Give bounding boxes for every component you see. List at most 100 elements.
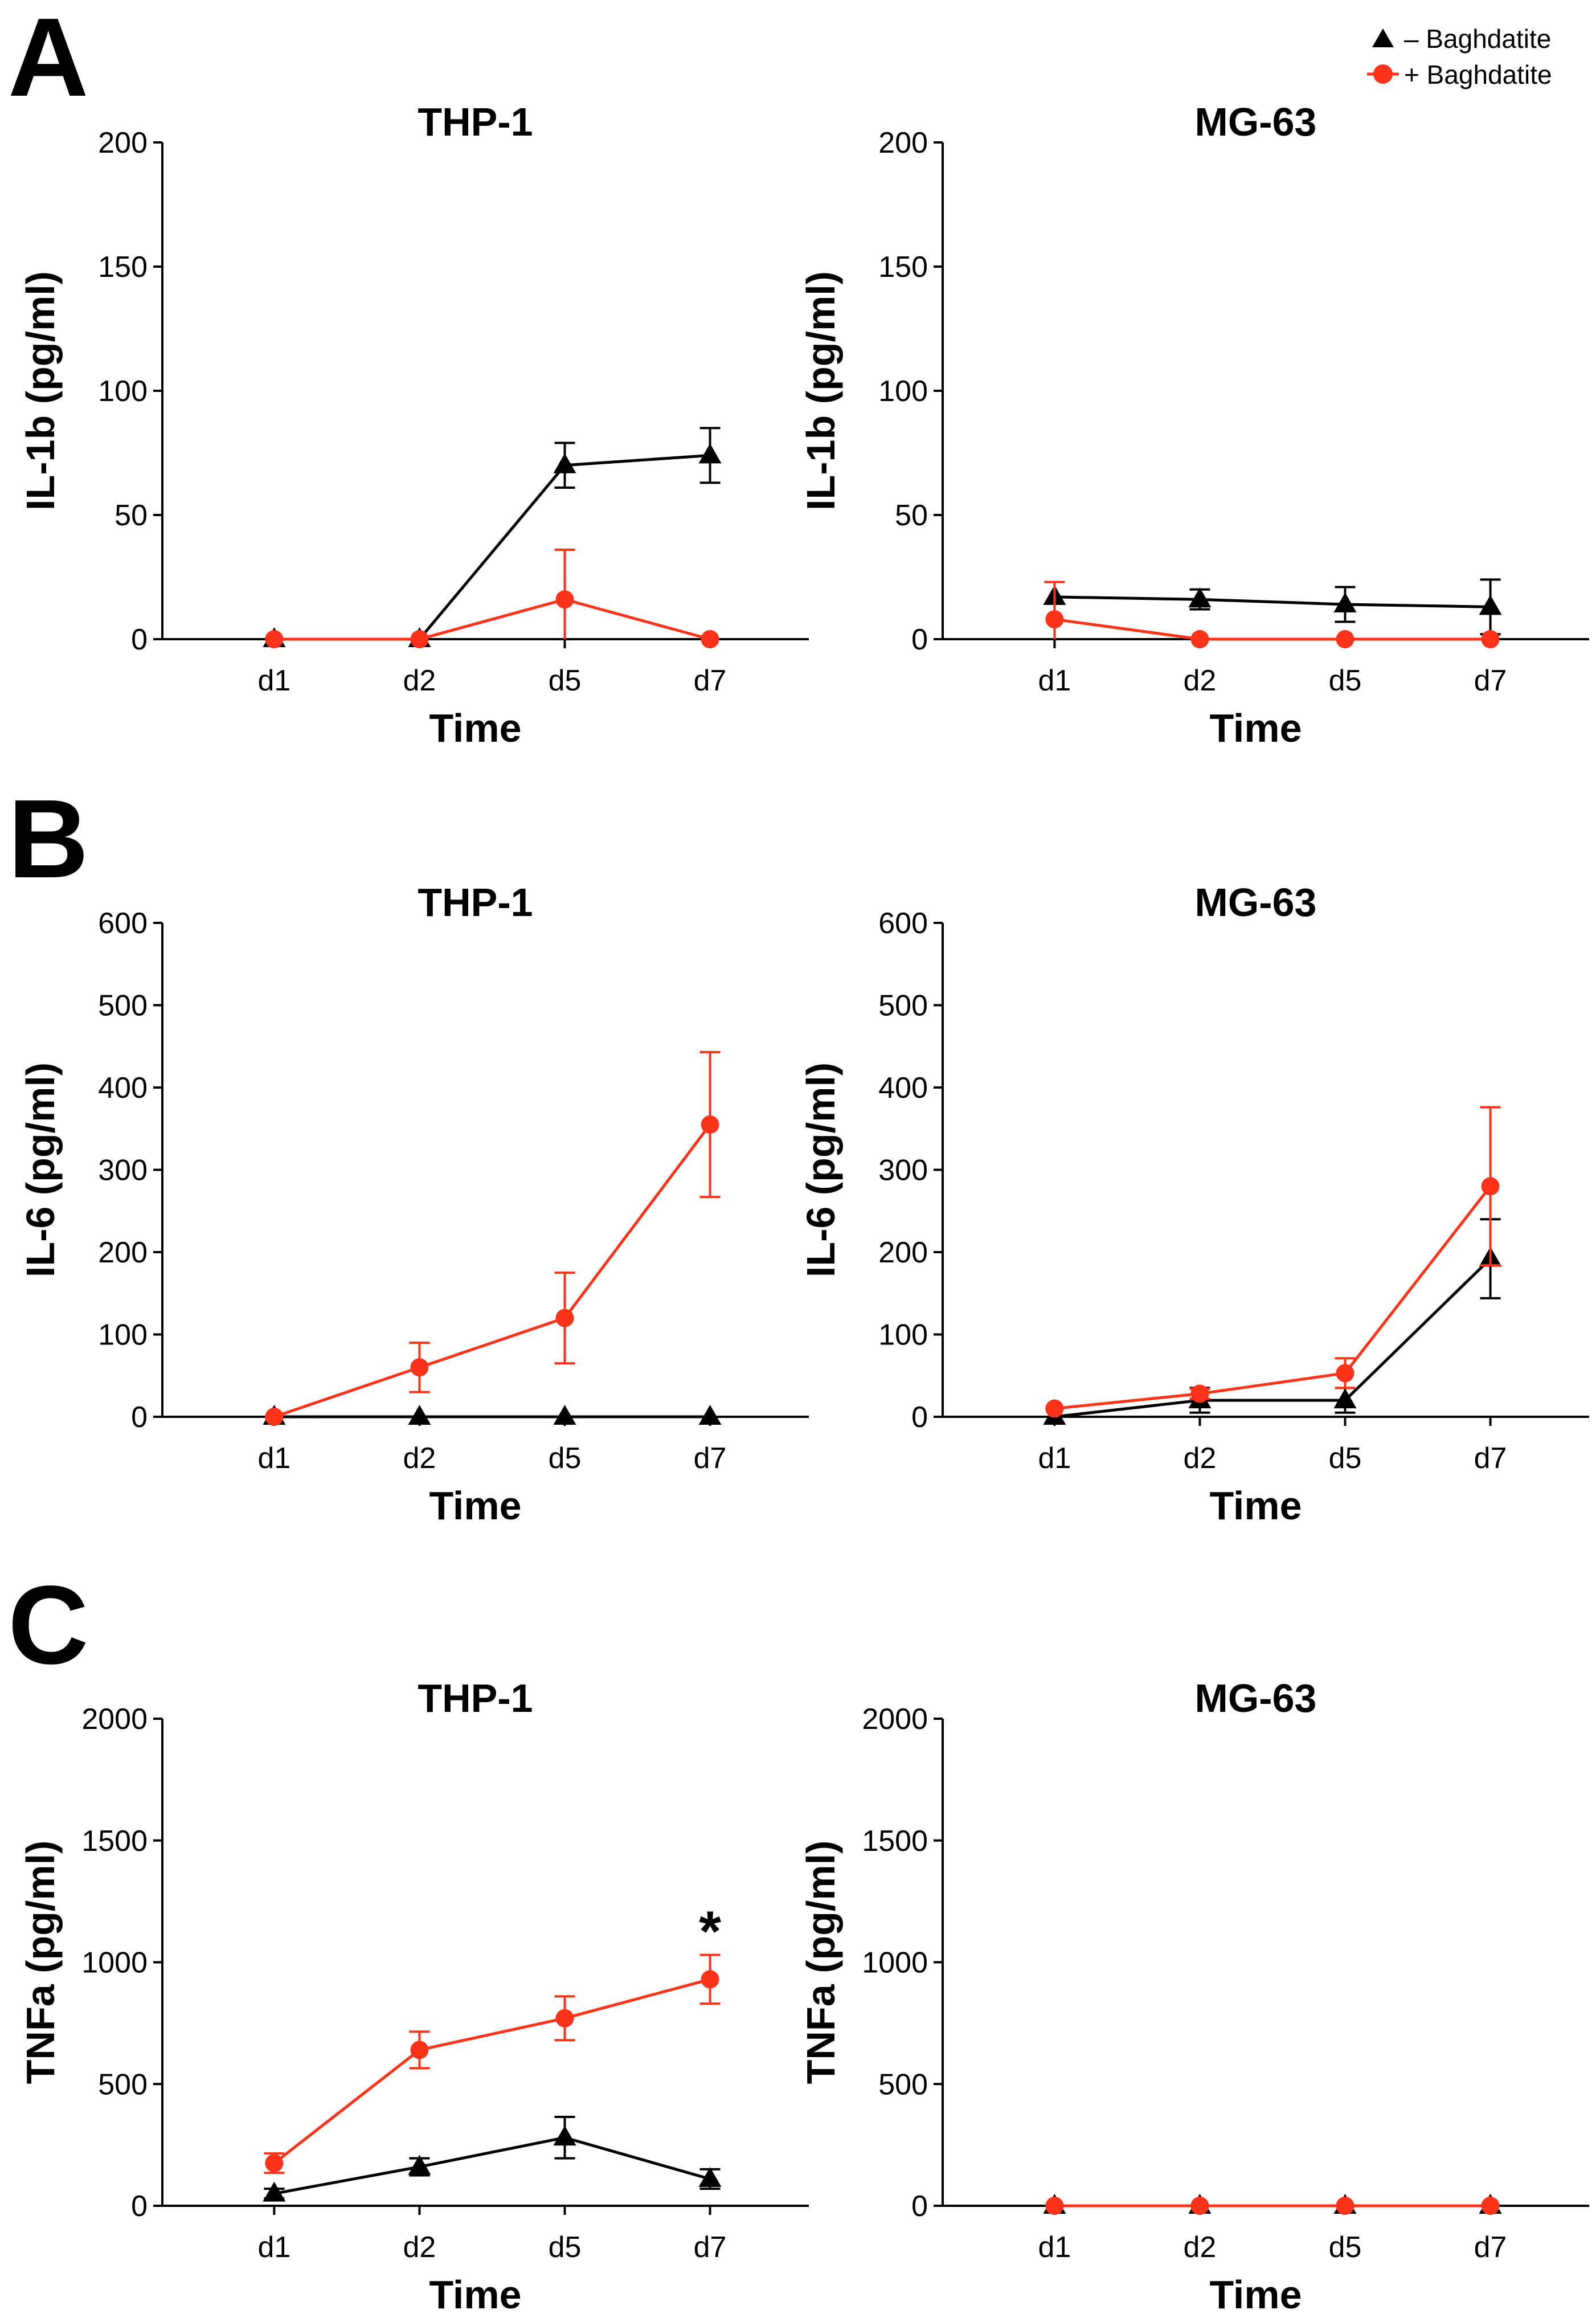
x-tick-label: d2 — [403, 664, 436, 697]
x-axis-title: Time — [1209, 1483, 1302, 1528]
y-tick-label: 150 — [878, 251, 928, 284]
series-line — [273, 2136, 711, 2196]
legend-entry-minus: – Baghdatite — [1404, 24, 1551, 54]
data-point — [265, 630, 284, 648]
data-point — [1481, 1177, 1500, 1196]
chart-6: MG-63 0 500 1000 1500 2000 d1 d2 d5 d7 Time TNFa (p… — [799, 1676, 1589, 2317]
y-tick-label: 400 — [878, 1072, 928, 1105]
y-tick-label: 0 — [131, 2190, 148, 2223]
x-tick-label: d5 — [549, 664, 582, 697]
legend: – Baghdatite + Baghdatite — [1367, 24, 1552, 89]
data-point — [265, 1408, 284, 1426]
charts: THP-1 0 50 100 150 200 d1 d2 d5 d7 Time IL-1b (pg/m… — [18, 100, 1589, 2317]
chart-4: MG-63 0 100 200 300 400 500 600 d1 d2 d5 d7 Time IL-6… — [799, 880, 1589, 1528]
y-tick-label: 200 — [98, 1236, 148, 1269]
y-axis-title: IL-6 (pg/ml) — [18, 1062, 63, 1277]
chart-1: THP-1 0 50 100 150 200 d1 d2 d5 d7 Time IL-1b (pg/m… — [18, 100, 809, 750]
y-tick-label: 50 — [895, 499, 928, 532]
y-tick-label: 500 — [878, 2068, 928, 2101]
x-axis-title: Time — [429, 1483, 521, 1528]
panel-letter-a: A — [8, 0, 89, 120]
series-2 — [1045, 1106, 1501, 1418]
data-point — [410, 1358, 429, 1377]
data-point — [1336, 630, 1354, 648]
y-tick-label: 150 — [98, 251, 148, 284]
y-tick-label: 600 — [98, 907, 148, 940]
series-2 — [1044, 580, 1500, 648]
y-tick-label: 1000 — [862, 1947, 928, 1980]
x-axis-title: Time — [1209, 2272, 1302, 2317]
chart-title: THP-1 — [418, 100, 533, 144]
data-point — [1481, 2197, 1500, 2215]
series-line — [273, 1123, 711, 1418]
series-2 — [265, 549, 719, 648]
series-line — [1054, 1185, 1492, 1411]
x-tick-label: d5 — [1329, 1442, 1362, 1475]
y-axis-title: IL-1b (pg/ml) — [799, 271, 843, 510]
y-axis-title: TNFa (pg/ml) — [18, 1841, 63, 2084]
data-point — [410, 630, 429, 648]
panel-letter-c: C — [8, 1563, 89, 1687]
data-point — [1333, 1388, 1357, 1409]
y-tick-label: 200 — [878, 1236, 928, 1269]
series-line — [1054, 1257, 1492, 1418]
series-line — [274, 598, 711, 641]
legend-triangle-marker — [1372, 28, 1394, 47]
y-tick-label: 50 — [114, 499, 148, 532]
x-tick-label: d2 — [403, 1442, 436, 1475]
data-point — [1190, 1384, 1209, 1403]
data-point — [1479, 595, 1502, 615]
data-point — [555, 2009, 574, 2027]
x-tick-label: d5 — [1329, 2231, 1362, 2264]
data-point — [408, 2155, 431, 2175]
x-tick-label: d2 — [1184, 664, 1217, 697]
series-1 — [263, 2115, 722, 2202]
data-point — [553, 453, 576, 473]
y-tick-label: 400 — [98, 1072, 148, 1105]
y-tick-label: 200 — [98, 126, 148, 160]
data-point — [410, 2041, 429, 2059]
y-tick-label: 2000 — [862, 1703, 928, 1736]
x-tick-label: d1 — [257, 1442, 290, 1475]
data-point — [555, 590, 574, 609]
y-tick-label: 100 — [878, 375, 928, 408]
legend-circle-marker — [1373, 64, 1393, 84]
y-tick-label: 2000 — [81, 1703, 148, 1736]
x-tick-label: d7 — [694, 2231, 727, 2264]
y-tick-label: 1000 — [81, 1947, 148, 1980]
x-tick-label: d1 — [1038, 664, 1071, 697]
data-point — [701, 630, 719, 648]
y-tick-label: 100 — [878, 1319, 928, 1352]
data-point — [555, 1309, 574, 1327]
y-tick-label: 0 — [911, 1401, 928, 1434]
y-axis-title: TNFa (pg/ml) — [799, 1841, 843, 2084]
chart-title: MG-63 — [1195, 880, 1317, 925]
data-point — [1190, 630, 1209, 648]
x-axis-title: Time — [429, 2272, 521, 2317]
data-point — [701, 1115, 719, 1134]
x-tick-label: d1 — [257, 2231, 290, 2264]
series-2 — [1045, 2197, 1500, 2215]
series-line — [1054, 618, 1491, 641]
legend-entry-plus: + Baghdatite — [1404, 60, 1552, 89]
series-1 — [1043, 2194, 1502, 2214]
data-point — [553, 1405, 576, 1425]
data-point — [1336, 1364, 1354, 1383]
x-tick-label: d2 — [403, 2231, 436, 2264]
y-tick-label: 300 — [878, 1154, 928, 1187]
y-tick-label: 600 — [878, 907, 928, 940]
x-tick-label: d5 — [1329, 664, 1362, 697]
y-tick-label: 500 — [878, 990, 928, 1023]
x-tick-label: d1 — [257, 664, 290, 697]
x-tick-label: d7 — [1474, 664, 1507, 697]
y-tick-label: 1500 — [81, 1825, 148, 1858]
series-1 — [1043, 578, 1502, 636]
chart-3: THP-1 0 100 200 300 400 500 600 d1 d2 d5 d7 Time IL-6… — [18, 880, 809, 1528]
x-tick-label: d2 — [1184, 2231, 1217, 2264]
data-point — [408, 1405, 431, 1425]
x-tick-label: d7 — [1474, 1442, 1507, 1475]
data-point — [1336, 2197, 1354, 2215]
data-point — [263, 2181, 286, 2202]
series-line — [273, 1978, 711, 2165]
y-tick-label: 500 — [98, 990, 148, 1023]
